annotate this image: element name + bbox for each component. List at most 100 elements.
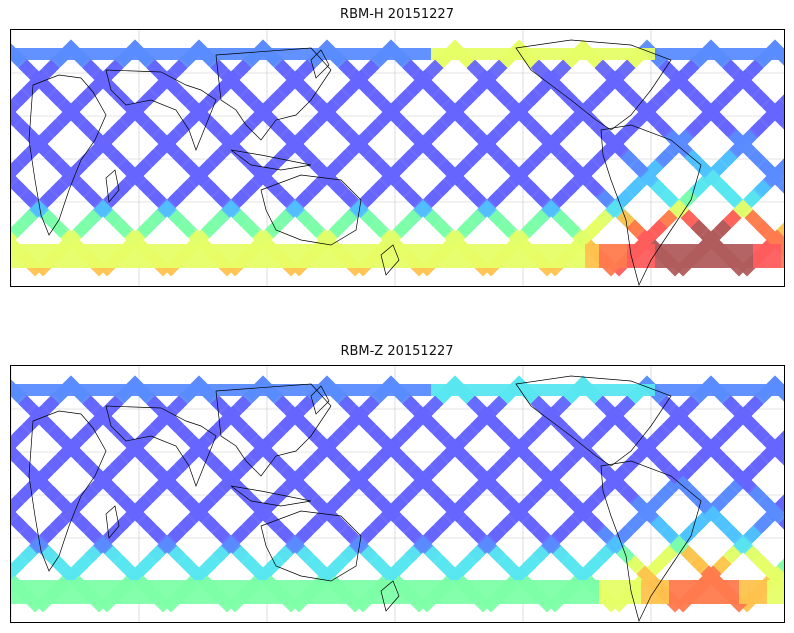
top-north-band-cell (515, 48, 529, 60)
top-north-band-cell (781, 48, 784, 60)
top-north-band-cell (319, 48, 333, 60)
top-south-band-cell (165, 244, 179, 268)
top-south-band-cell (179, 244, 193, 268)
top-coastline (515, 39, 672, 131)
top-south-band-cell (347, 244, 361, 268)
top-coastline (28, 74, 107, 236)
bottom-coastline (105, 405, 217, 487)
bottom-coastline (215, 383, 332, 477)
bottom-north-band-cell (375, 384, 389, 396)
top-south-band-cell (67, 244, 81, 268)
bottom-north-band-cell (137, 384, 151, 396)
top-south-band-cell (557, 244, 571, 268)
top-south-band-cell (781, 244, 784, 268)
bottom-north-band-cell (263, 384, 277, 396)
top-south-band-cell (445, 244, 459, 268)
top-north-band-cell (67, 48, 81, 60)
top-north-band-cell (25, 48, 39, 60)
bottom-south-band-cell (571, 580, 585, 604)
top-north-band-cell (473, 48, 487, 60)
top-south-band-cell (221, 244, 235, 268)
top-north-band-cell (697, 48, 711, 60)
top-south-band-cell (697, 244, 711, 268)
bottom-north-band-cell (109, 384, 123, 396)
top-south-band-cell (81, 244, 95, 268)
bottom-south-band-cell (193, 580, 207, 604)
bottom-south-band-cell (543, 580, 557, 604)
top-south-band-cell (151, 244, 165, 268)
bottom-coastline (230, 485, 312, 507)
bottom-south-band-cell (739, 580, 753, 604)
bottom-south-band-cell (11, 580, 25, 604)
top-north-band-cell (361, 48, 375, 60)
bottom-coastline (600, 460, 702, 622)
bottom-south-band-cell (67, 580, 81, 604)
bottom-north-band-cell (39, 384, 53, 396)
bottom-south-band-cell (445, 580, 459, 604)
top-north-band-cell (151, 48, 165, 60)
bottom-south-band-cell (431, 580, 445, 604)
bottom-south-band-cell (123, 580, 137, 604)
top-north-band-cell (277, 48, 291, 60)
top-south-band-cell (501, 244, 515, 268)
top-north-band-cell (291, 48, 305, 60)
top-north-band-cell (263, 48, 277, 60)
bottom-north-band-cell (179, 384, 193, 396)
bottom-south-band-cell (501, 580, 515, 604)
top-south-band-cell (361, 244, 375, 268)
bottom-south-band-cell (389, 580, 403, 604)
top-coastlines (28, 39, 702, 286)
bottom-north-band-cell (655, 384, 669, 396)
bottom-north-band-cell (585, 384, 599, 396)
bottom-north-band-cell (767, 384, 781, 396)
top-coastline (310, 49, 330, 79)
top-south-band-cell (431, 244, 445, 268)
top-south-band-cell (193, 244, 207, 268)
top-south-band-cell (277, 244, 291, 268)
bottom-south-band-cell (487, 580, 501, 604)
top-north-band-cell (501, 48, 515, 60)
bottom-south-band-cell (151, 580, 165, 604)
bottom-south-band-cell (25, 580, 39, 604)
bottom-south-band-cell (753, 580, 767, 604)
bottom-south-band-cell (221, 580, 235, 604)
bottom-north-band-cell (543, 384, 557, 396)
bottom-south-band-cell (417, 580, 431, 604)
bottom-south-band-cell (725, 580, 739, 604)
top-north-band-cell (753, 48, 767, 60)
top-south-band-cell (613, 244, 627, 268)
bottom-north-band-cell (11, 384, 25, 396)
top-north-band-cell (123, 48, 137, 60)
top-north-band-cell (459, 48, 473, 60)
bottom-south-band-cell (711, 580, 725, 604)
flux-map-top (11, 30, 784, 286)
top-south-band-cell (753, 244, 767, 268)
top-north-band-cell (529, 48, 543, 60)
bottom-coastline (515, 375, 672, 467)
top-north-band-cell (767, 48, 781, 60)
bottom-north-band-cell (529, 384, 543, 396)
top-south-band-cell (767, 244, 781, 268)
top-south-band-cell (389, 244, 403, 268)
top-south-band-cell (25, 244, 39, 268)
bottom-south-band-cell (781, 580, 784, 604)
bottom-south-band-cell (137, 580, 151, 604)
bottom-south-band-cell (627, 580, 641, 604)
bottom-north-band-cell (319, 384, 333, 396)
top-north-band-cell (137, 48, 151, 60)
bottom-north-band-cell (669, 384, 683, 396)
bottom-north-band-cell (599, 384, 613, 396)
bottom-south-band-cell (291, 580, 305, 604)
bottom-north-band-cell (347, 384, 361, 396)
bottom-north-band-cell (627, 384, 641, 396)
top-south-band-cell (585, 244, 599, 268)
bottom-south-band-cell (557, 580, 571, 604)
bottom-swath-segment (768, 505, 784, 530)
bottom-north-band-cell (641, 384, 655, 396)
top-south-band-cell (473, 244, 487, 268)
top-south-band-cell (137, 244, 151, 268)
bottom-north-band-cell (81, 384, 95, 396)
bottom-south-band-cell (179, 580, 193, 604)
top-north-band-cell (683, 48, 697, 60)
top-south-band-cell (123, 244, 137, 268)
